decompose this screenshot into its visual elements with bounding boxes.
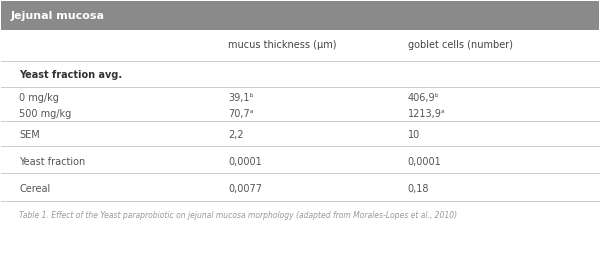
Text: 0,0001: 0,0001 <box>407 157 441 167</box>
Text: Yeast fraction: Yeast fraction <box>19 157 86 167</box>
Text: 39,1ᵇ: 39,1ᵇ <box>229 93 254 103</box>
FancyBboxPatch shape <box>1 1 599 30</box>
Text: 0,0077: 0,0077 <box>229 184 262 194</box>
Text: 0,0001: 0,0001 <box>229 157 262 167</box>
Text: 500 mg/kg: 500 mg/kg <box>19 109 71 118</box>
Text: 406,9ᵇ: 406,9ᵇ <box>407 93 439 103</box>
Text: Table 1. Effect of the Yeast paraprobiotic on jejunal mucosa morphology (adapted: Table 1. Effect of the Yeast paraprobiot… <box>19 211 457 220</box>
Text: 1213,9ᵃ: 1213,9ᵃ <box>407 109 445 118</box>
Text: Cereal: Cereal <box>19 184 50 194</box>
Text: 0 mg/kg: 0 mg/kg <box>19 93 59 103</box>
Text: mucus thickness (μm): mucus thickness (μm) <box>229 40 337 50</box>
Text: 10: 10 <box>407 130 420 140</box>
Text: Yeast fraction avg.: Yeast fraction avg. <box>19 70 122 80</box>
Text: Jejunal mucosa: Jejunal mucosa <box>10 11 104 21</box>
Text: goblet cells (number): goblet cells (number) <box>407 40 512 50</box>
Text: 0,18: 0,18 <box>407 184 429 194</box>
Text: SEM: SEM <box>19 130 40 140</box>
Text: 2,2: 2,2 <box>229 130 244 140</box>
Text: 70,7ᵃ: 70,7ᵃ <box>229 109 254 118</box>
